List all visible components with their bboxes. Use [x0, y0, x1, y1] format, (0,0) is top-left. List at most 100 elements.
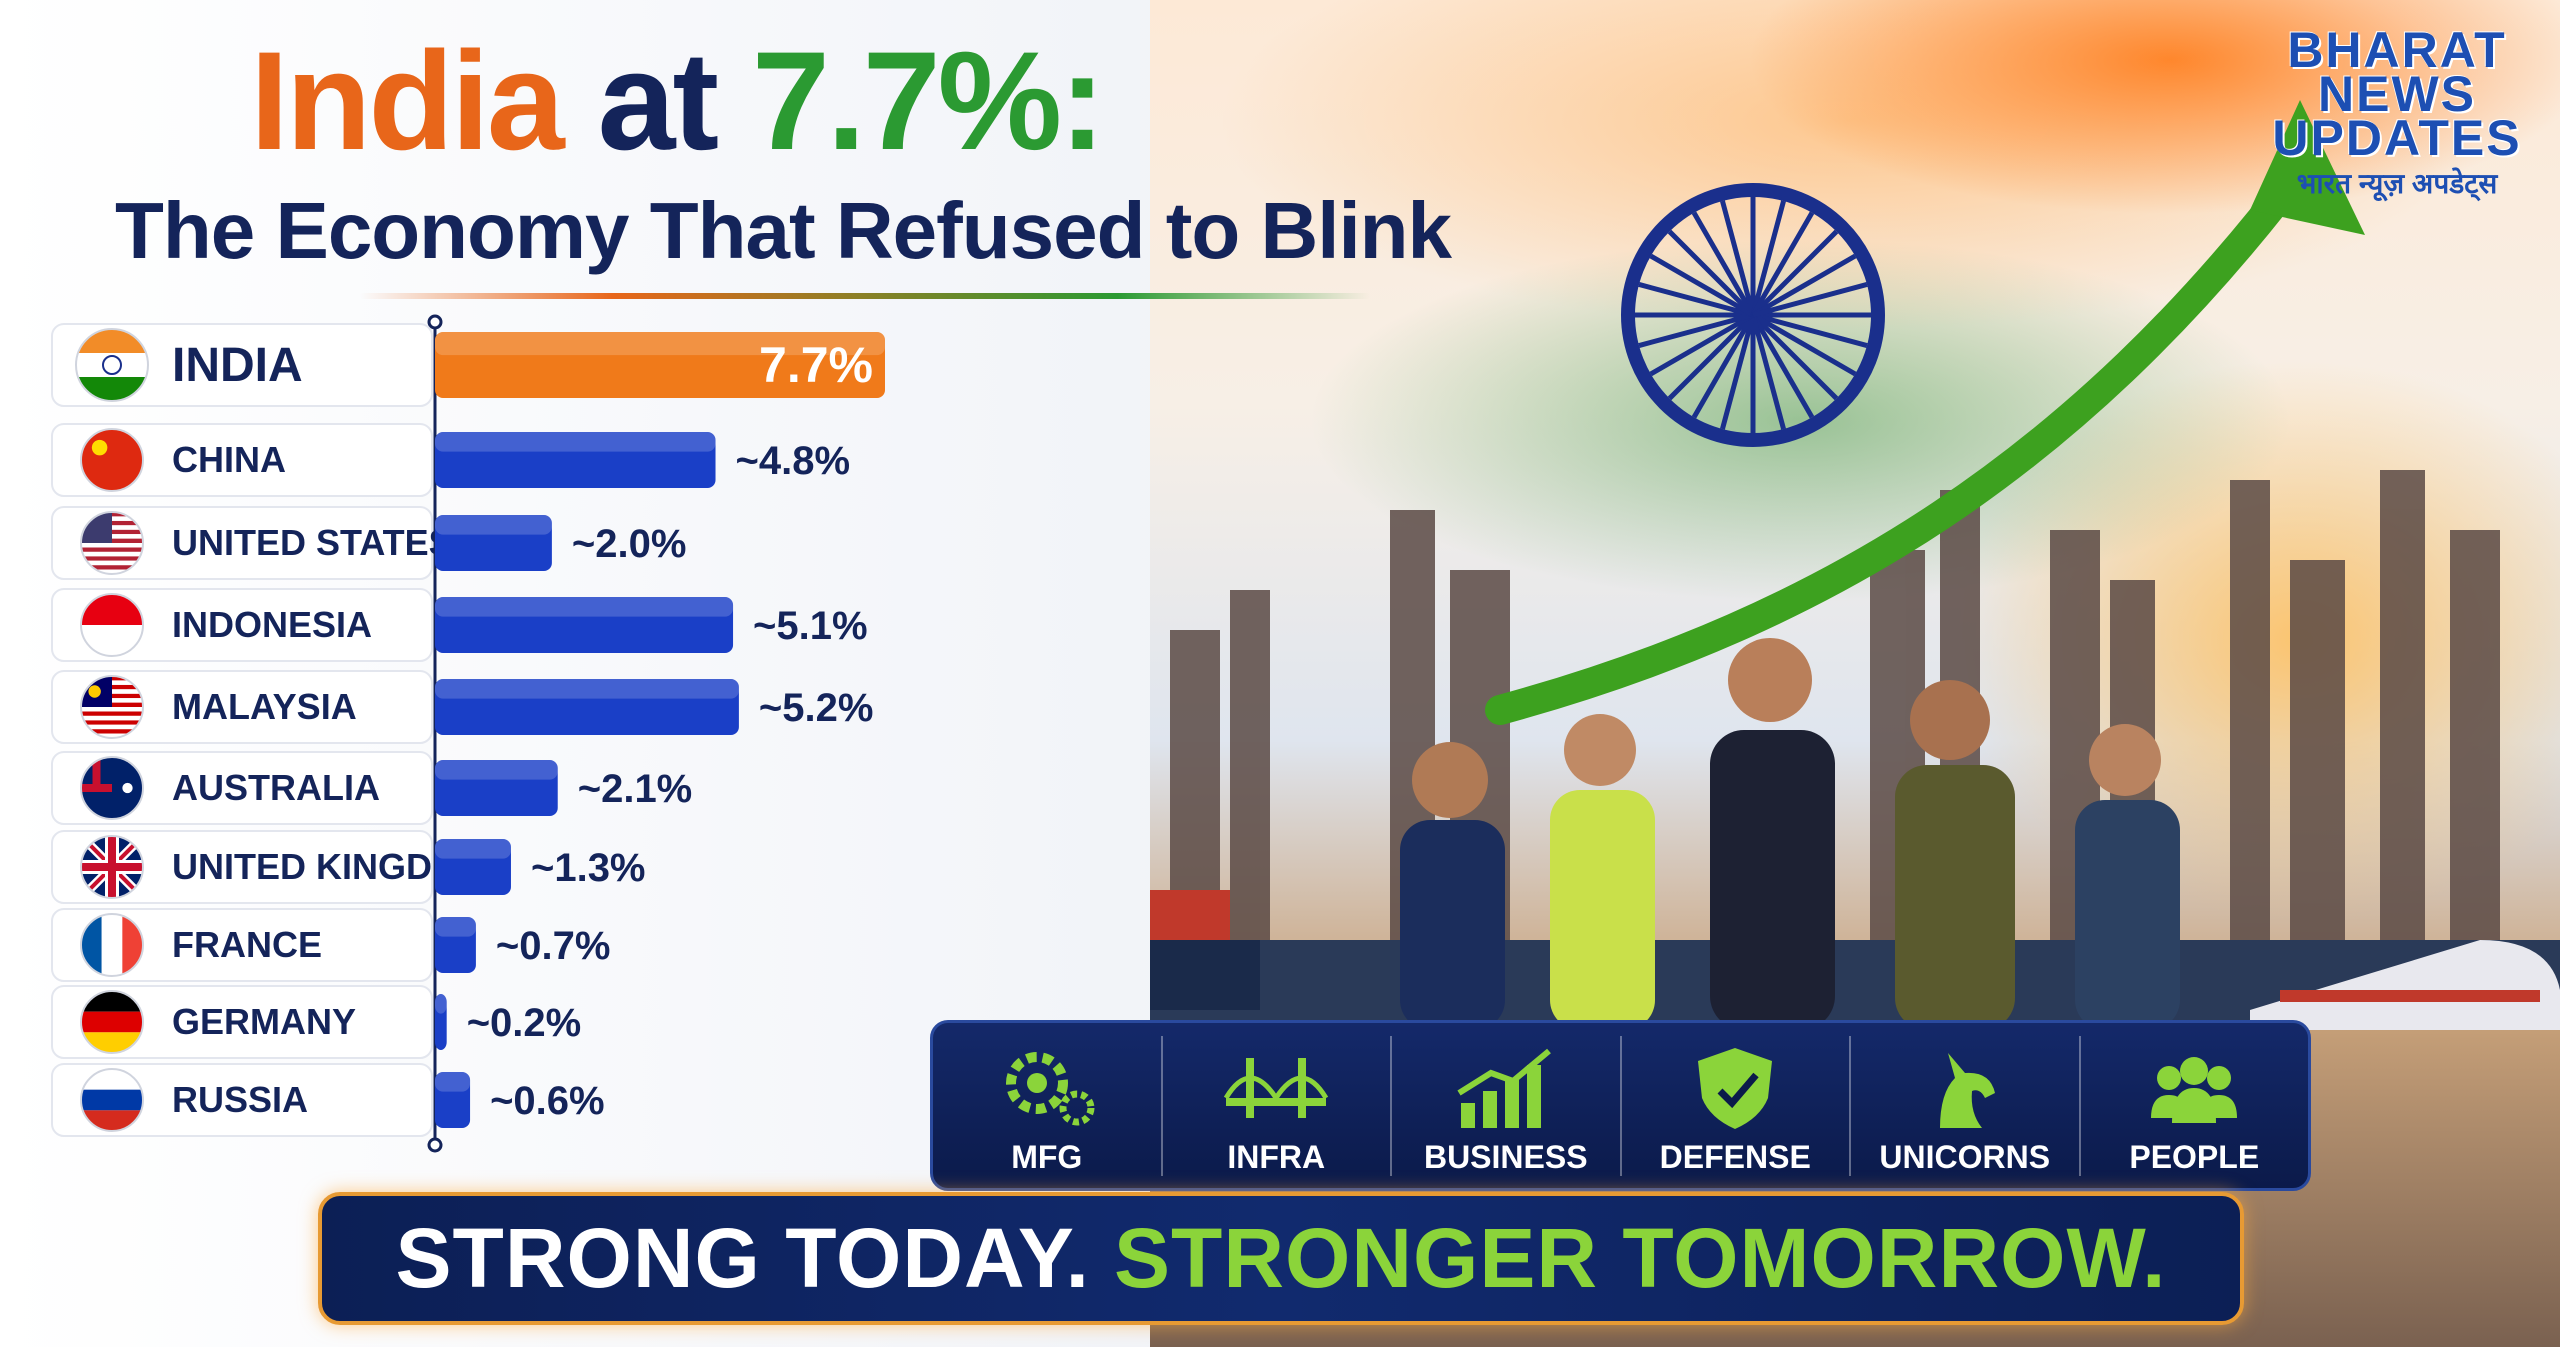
page-subtitle: The Economy That Refused to Blink — [115, 186, 1452, 275]
bar — [435, 432, 716, 488]
country-label: AUSTRALIA — [172, 767, 380, 808]
country-row-card — [51, 908, 433, 982]
bar-shine — [435, 597, 734, 617]
sector-mfg: MFG — [933, 1035, 1163, 1176]
bar-shine — [435, 839, 511, 859]
bar-value-label: ~0.6% — [490, 1079, 605, 1123]
city-skyline-illustration — [1150, 470, 2560, 1030]
sector-label: UNICORNS — [1879, 1138, 2051, 1175]
gdp-growth-bar-chart: INDIA 7.7% CHINA ~4.8% UNITED STATES ~2.0% IND… — [51, 314, 885, 1153]
logo-line-3: UPDATES — [2272, 110, 2522, 166]
brand-logo: BHARAT NEWS UPDATES भारत न्यूज़ अपडेट्स — [2262, 22, 2532, 202]
bar-shine — [435, 917, 476, 937]
country-label: RUSSIA — [172, 1079, 308, 1120]
logo-line-1: BHARAT — [2287, 22, 2507, 78]
sector-label: DEFENSE — [1659, 1138, 1811, 1175]
bar-shine — [435, 994, 447, 1014]
bar-shine — [435, 679, 739, 699]
flag-ring — [80, 1068, 144, 1132]
ship-illustration — [1150, 890, 1260, 1010]
bar — [435, 994, 447, 1050]
bar-value-label: ~1.3% — [531, 846, 646, 890]
bar-shine — [435, 432, 716, 452]
people-icon — [2151, 1056, 2238, 1123]
bar-value-label: 7.7% — [759, 337, 873, 393]
bar-value-label: ~2.1% — [578, 767, 693, 811]
flag-ring — [80, 913, 144, 977]
gear-factory-icon — [1005, 1051, 1095, 1125]
country-label: FRANCE — [172, 924, 322, 965]
country-row-card — [51, 751, 433, 825]
flag-ring — [80, 428, 144, 492]
bar — [435, 760, 558, 816]
bar-value-label: ~5.2% — [759, 686, 874, 730]
logo-line-2: NEWS — [2318, 66, 2476, 122]
bridge-icon — [1224, 1057, 1329, 1118]
sector-people: PEOPLE — [2081, 1036, 2309, 1176]
train-illustration — [2250, 940, 2560, 1030]
sector-infra: INFRA — [1163, 1035, 1392, 1176]
bar — [435, 917, 476, 973]
ashoka-chakra-icon — [1621, 183, 1885, 447]
bar — [435, 332, 885, 398]
country-label: GERMANY — [172, 1001, 356, 1042]
bar-shine — [435, 760, 558, 780]
bar-value-label: ~5.1% — [753, 604, 868, 648]
bar-value-label: ~4.8% — [736, 439, 851, 483]
axis-cap-top — [427, 314, 443, 330]
bar — [435, 679, 739, 735]
country-row-card — [51, 670, 433, 744]
country-row-card — [51, 323, 433, 407]
flag-ring — [80, 593, 144, 657]
people-illustration — [1400, 638, 2180, 1030]
bar — [435, 515, 552, 571]
title-india: India — [250, 22, 565, 179]
country-label: MALAYSIA — [172, 686, 357, 727]
sector-label: PEOPLE — [2129, 1138, 2260, 1175]
country-row-card — [51, 423, 433, 497]
flag-ring — [75, 328, 149, 402]
flag-ring — [80, 835, 144, 899]
bar — [435, 597, 734, 653]
sector-label: BUSINESS — [1423, 1138, 1588, 1175]
sector-defense: DEFENSE — [1622, 1035, 1851, 1176]
flag-ring — [80, 756, 144, 820]
flag-ring — [80, 990, 144, 1054]
sector-icons-panel: MFG INFRA BUSINESS DEFENSE UNICORNS — [930, 1020, 2311, 1191]
unicorn-icon — [1939, 1052, 1995, 1128]
bar-value-label: ~2.0% — [572, 522, 687, 566]
bar-value-label: ~0.2% — [467, 1001, 582, 1045]
country-row-card — [51, 830, 433, 904]
country-row-card — [51, 506, 433, 580]
sector-label: MFG — [1011, 1138, 1083, 1175]
country-row-card — [51, 588, 433, 662]
tagline-part-2: STRONGER TOMORROW. — [1114, 1211, 2167, 1305]
growth-chart-icon — [1457, 1048, 1551, 1128]
title-at: at — [597, 22, 719, 179]
country-label: UNITED STATES — [172, 522, 453, 563]
country-label: INDONESIA — [172, 604, 372, 645]
bar — [435, 1072, 471, 1128]
sector-label: INFRA — [1227, 1138, 1326, 1175]
sector-business: BUSINESS — [1392, 1035, 1622, 1176]
bar-value-label: ~0.7% — [496, 924, 611, 968]
page-title: India at 7.7%: — [250, 20, 1106, 182]
bar-shine — [435, 332, 885, 356]
uk-flag-icon — [81, 836, 143, 898]
axis-cap-bottom — [427, 1137, 443, 1153]
country-row-card — [51, 985, 433, 1059]
china-flag-icon — [81, 429, 143, 491]
shield-icon — [1698, 1047, 1773, 1129]
country-label: INDIA — [172, 339, 303, 392]
flag-ring — [80, 675, 144, 739]
bar-shine — [435, 515, 552, 535]
logo-line-hindi: भारत न्यूज़ अपडेट्स — [2296, 168, 2498, 199]
country-row-card — [51, 1063, 433, 1137]
flag-ring — [80, 511, 144, 575]
title-percent: 7.7%: — [752, 22, 1106, 179]
country-label: CHINA — [172, 439, 286, 480]
title-underline — [360, 293, 1370, 299]
growth-arrow-icon — [1485, 100, 2365, 725]
bar-shine — [435, 1072, 471, 1092]
bar — [435, 839, 511, 895]
